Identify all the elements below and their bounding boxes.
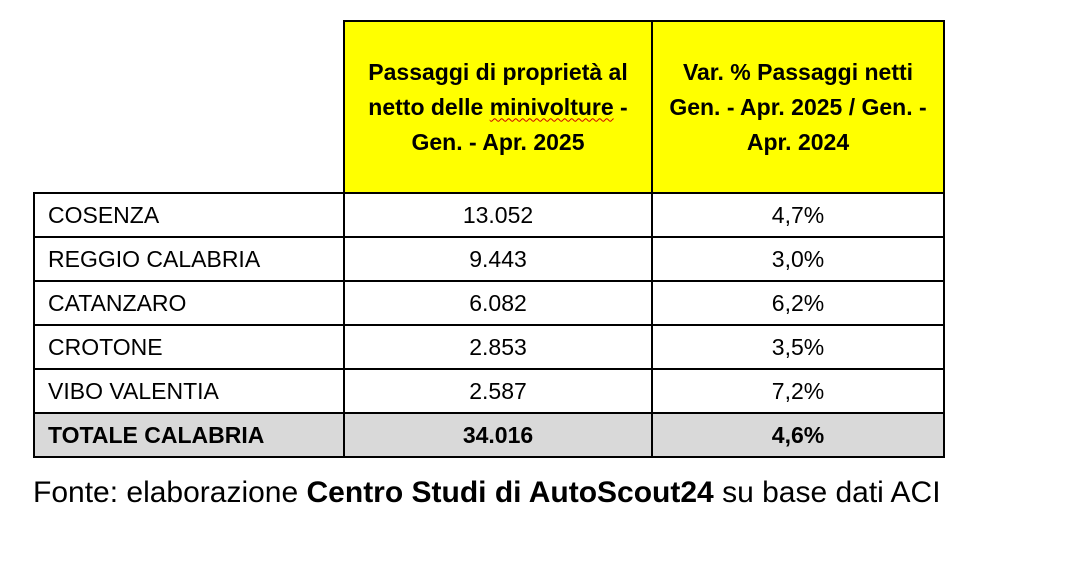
transfers-value: 2.587	[343, 368, 653, 414]
table-row: REGGIO CALABRIA 9.443 3,0%	[33, 236, 945, 282]
province-name: COSENZA	[33, 192, 345, 238]
header-percent-change: Var. % Passaggi netti Gen. - Apr. 2025 /…	[651, 20, 945, 194]
table-row: VIBO VALENTIA 2.587 7,2%	[33, 368, 945, 414]
percent-change: 7,2%	[651, 368, 945, 414]
source-note: Fonte: elaborazione Centro Studi di Auto…	[33, 476, 941, 510]
province-name: REGGIO CALABRIA	[33, 236, 345, 282]
province-name: CATANZARO	[33, 280, 345, 326]
header-percent-change-text: Var. % Passaggi netti Gen. - Apr. 2025 /…	[669, 58, 927, 155]
table-row: CROTONE 2.853 3,5%	[33, 324, 945, 370]
header-transfers-text: Passaggi di proprietà al netto delle min…	[368, 58, 628, 155]
table-total-row: TOTALE CALABRIA 34.016 4,6%	[33, 412, 945, 458]
table-header-row: Passaggi di proprietà al netto delle min…	[34, 20, 945, 194]
total-transfers-value: 34.016	[343, 412, 653, 458]
data-table: Passaggi di proprietà al netto delle min…	[33, 20, 945, 458]
table-row: COSENZA 13.052 4,7%	[33, 192, 945, 238]
percent-change: 6,2%	[651, 280, 945, 326]
total-percent-change: 4,6%	[651, 412, 945, 458]
total-label: TOTALE CALABRIA	[33, 412, 345, 458]
source-suffix: su base dati ACI	[713, 476, 941, 509]
source-prefix: Fonte: elaborazione	[33, 476, 307, 509]
spellcheck-underlined-word: minivolture	[489, 93, 614, 120]
header-transfers-2025: Passaggi di proprietà al netto delle min…	[343, 20, 653, 194]
transfers-value: 9.443	[343, 236, 653, 282]
percent-change: 3,0%	[651, 236, 945, 282]
transfers-value: 13.052	[343, 192, 653, 238]
header-empty-cell	[34, 21, 345, 194]
transfers-value: 6.082	[343, 280, 653, 326]
table-row: CATANZARO 6.082 6,2%	[33, 280, 945, 326]
province-name: CROTONE	[33, 324, 345, 370]
transfers-value: 2.853	[343, 324, 653, 370]
percent-change: 4,7%	[651, 192, 945, 238]
province-name: VIBO VALENTIA	[33, 368, 345, 414]
data-table-container: Passaggi di proprietà al netto delle min…	[33, 20, 945, 458]
source-organization: Centro Studi di AutoScout24	[306, 476, 714, 509]
percent-change: 3,5%	[651, 324, 945, 370]
